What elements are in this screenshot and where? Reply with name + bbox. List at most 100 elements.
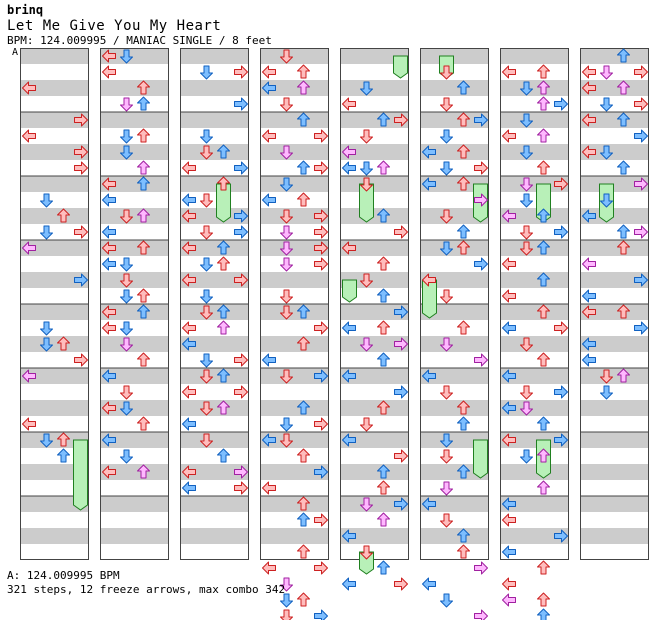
sixteenth-right-arrow-icon — [394, 337, 408, 351]
beat-stripe — [420, 432, 489, 448]
eighth-left-arrow-icon — [582, 289, 596, 303]
quarter-down-arrow-icon — [440, 513, 453, 528]
eighth-left-arrow-icon — [422, 577, 436, 591]
eighth-right-arrow-icon — [474, 257, 488, 271]
bpm-summary: A: 124.009995 BPM — [7, 569, 120, 582]
measure-column — [340, 48, 409, 591]
beat-stripe — [340, 80, 409, 96]
quarter-left-arrow-icon — [342, 241, 356, 255]
quarter-down-arrow-icon — [200, 193, 213, 208]
quarter-left-arrow-icon — [502, 433, 516, 447]
beat-stripe — [420, 304, 489, 320]
beat-stripe — [420, 112, 489, 128]
step-author: brinq — [7, 3, 44, 17]
quarter-down-arrow-icon — [120, 273, 133, 288]
beat-stripe — [260, 80, 329, 96]
eighth-left-arrow-icon — [262, 433, 276, 447]
eighth-left-arrow-icon — [422, 497, 436, 511]
beat-stripe — [340, 112, 409, 128]
beat-stripe — [20, 496, 89, 512]
beat-stripe — [180, 240, 249, 256]
eighth-right-arrow-icon — [234, 209, 248, 223]
quarter-up-arrow-icon — [537, 560, 550, 575]
measure-column — [580, 48, 649, 560]
quarter-down-arrow-icon — [280, 609, 293, 620]
quarter-up-arrow-icon — [457, 320, 470, 335]
quarter-up-arrow-icon — [537, 64, 550, 79]
beat-stripe — [500, 48, 569, 64]
beat-stripe — [420, 400, 489, 416]
sixteenth-up-arrow-icon — [137, 208, 150, 223]
eighth-left-arrow-icon — [342, 369, 356, 383]
eighth-up-arrow-icon — [377, 112, 390, 127]
beat-stripe — [340, 528, 409, 544]
sixteenth-down-arrow-icon — [440, 337, 453, 352]
quarter-up-arrow-icon — [137, 416, 150, 431]
eighth-right-arrow-icon — [634, 321, 648, 335]
eighth-down-arrow-icon — [120, 289, 133, 304]
beat-stripe — [500, 272, 569, 288]
quarter-down-arrow-icon — [440, 449, 453, 464]
beat-stripe — [580, 80, 649, 96]
sixteenth-up-arrow-icon — [537, 80, 550, 95]
sixteenth-up-arrow-icon — [617, 368, 630, 383]
beat-stripe — [180, 304, 249, 320]
beat-stripe — [100, 80, 169, 96]
eighth-up-arrow-icon — [617, 112, 630, 127]
beat-stripe — [260, 144, 329, 160]
quarter-left-arrow-icon — [102, 465, 116, 479]
beat-stripe — [340, 496, 409, 512]
sixteenth-down-arrow-icon — [120, 337, 133, 352]
beat-stripe — [500, 176, 569, 192]
eighth-down-arrow-icon — [360, 161, 373, 176]
quarter-down-arrow-icon — [440, 385, 453, 400]
eighth-down-arrow-icon — [440, 241, 453, 256]
beat-stripe — [260, 432, 329, 448]
eighth-up-arrow-icon — [457, 416, 470, 431]
beat-stripe — [340, 336, 409, 352]
eighth-down-arrow-icon — [360, 81, 373, 96]
quarter-left-arrow-icon — [582, 81, 596, 95]
quarter-right-arrow-icon — [634, 97, 648, 111]
quarter-left-arrow-icon — [182, 385, 196, 399]
quarter-left-arrow-icon — [102, 305, 116, 319]
beat-stripe — [180, 176, 249, 192]
eighth-left-arrow-icon — [342, 529, 356, 543]
eighth-left-arrow-icon — [342, 577, 356, 591]
sixteenth-down-arrow-icon — [280, 577, 293, 592]
quarter-left-arrow-icon — [262, 65, 276, 79]
beat-stripe — [260, 112, 329, 128]
quarter-right-arrow-icon — [394, 449, 408, 463]
column-border — [260, 48, 329, 560]
quarter-up-arrow-icon — [137, 80, 150, 95]
beat-stripe — [340, 176, 409, 192]
measure-column — [260, 48, 329, 620]
quarter-left-arrow-icon — [582, 113, 596, 127]
quarter-left-arrow-icon — [502, 129, 516, 143]
eighth-up-arrow-icon — [217, 144, 230, 159]
eighth-left-arrow-icon — [422, 145, 436, 159]
sixteenth-right-arrow-icon — [234, 465, 248, 479]
sixteenth-left-arrow-icon — [502, 209, 516, 223]
quarter-right-arrow-icon — [314, 417, 328, 431]
quarter-right-arrow-icon — [314, 321, 328, 335]
quarter-down-arrow-icon — [440, 289, 453, 304]
eighth-left-arrow-icon — [182, 337, 196, 351]
quarter-up-arrow-icon — [617, 240, 630, 255]
quarter-left-arrow-icon — [502, 65, 516, 79]
eighth-right-arrow-icon — [314, 609, 328, 620]
quarter-up-arrow-icon — [137, 240, 150, 255]
eighth-up-arrow-icon — [537, 240, 550, 255]
beat-stripe — [580, 400, 649, 416]
beat-stripe — [420, 208, 489, 224]
sixteenth-right-arrow-icon — [474, 193, 488, 207]
quarter-down-arrow-icon — [440, 97, 453, 112]
beat-stripe — [580, 368, 649, 384]
eighth-up-arrow-icon — [457, 464, 470, 479]
beat-stripe — [260, 400, 329, 416]
eighth-up-arrow-icon — [137, 96, 150, 111]
eighth-up-arrow-icon — [537, 208, 550, 223]
eighth-left-arrow-icon — [422, 177, 436, 191]
quarter-down-arrow-icon — [440, 65, 453, 80]
